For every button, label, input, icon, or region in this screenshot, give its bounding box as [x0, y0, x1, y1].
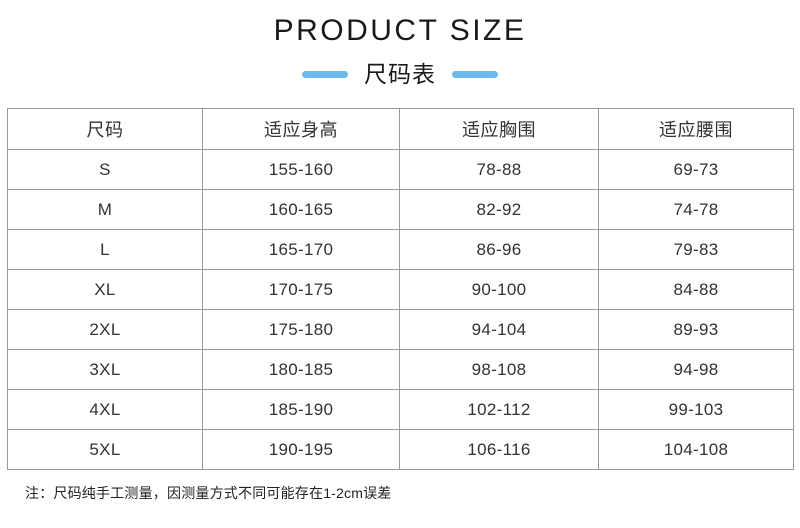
cell-waist: 79-83 — [598, 229, 794, 270]
column-header-height: 适应身高 — [202, 108, 400, 150]
table-header: 尺码 适应身高 适应胸围 适应腰围 — [7, 108, 794, 150]
cell-size: S — [7, 149, 203, 190]
cell-height: 155-160 — [202, 149, 400, 190]
table-row: 2XL 175-180 94-104 89-93 — [7, 309, 794, 350]
cell-size: L — [7, 229, 203, 270]
cell-waist: 84-88 — [598, 269, 794, 310]
cell-chest: 90-100 — [399, 269, 599, 310]
cell-chest: 98-108 — [399, 349, 599, 390]
cell-height: 185-190 — [202, 389, 400, 430]
table-row: 3XL 180-185 98-108 94-98 — [7, 349, 794, 390]
cell-height: 165-170 — [202, 229, 400, 270]
cell-size: M — [7, 189, 203, 230]
cell-height: 180-185 — [202, 349, 400, 390]
cell-chest: 86-96 — [399, 229, 599, 270]
cell-height: 170-175 — [202, 269, 400, 310]
cell-waist: 99-103 — [598, 389, 794, 430]
size-table: 尺码 适应身高 适应胸围 适应腰围 S 155-160 78-88 69-73 … — [7, 108, 794, 470]
cell-waist: 89-93 — [598, 309, 794, 350]
cell-waist: 74-78 — [598, 189, 794, 230]
horizontal-dash-left-icon — [302, 70, 348, 78]
cell-height: 160-165 — [202, 189, 400, 230]
cell-size: 4XL — [7, 389, 203, 430]
cell-waist: 94-98 — [598, 349, 794, 390]
cell-chest: 82-92 — [399, 189, 599, 230]
cell-chest: 102-112 — [399, 389, 599, 430]
page-subtitle: 尺码表 — [364, 61, 436, 87]
cell-height: 190-195 — [202, 429, 400, 470]
cell-chest: 106-116 — [399, 429, 599, 470]
table-row: L 165-170 86-96 79-83 — [7, 229, 794, 270]
table-body: S 155-160 78-88 69-73 M 160-165 82-92 74… — [7, 149, 794, 470]
table-row: 4XL 185-190 102-112 99-103 — [7, 389, 794, 430]
page-title: PRODUCT SIZE — [273, 14, 527, 47]
cell-chest: 94-104 — [399, 309, 599, 350]
table-row: XL 170-175 90-100 84-88 — [7, 269, 794, 310]
cell-size: XL — [7, 269, 203, 310]
column-header-waist: 适应腰围 — [598, 108, 794, 150]
subtitle-row: 尺码表 — [0, 59, 800, 89]
page-header: PRODUCT SIZE 尺码表 — [0, 0, 800, 89]
table-row: M 160-165 82-92 74-78 — [7, 189, 794, 230]
cell-size: 3XL — [7, 349, 203, 390]
cell-chest: 78-88 — [399, 149, 599, 190]
table-header-row: 尺码 适应身高 适应胸围 适应腰围 — [7, 108, 794, 150]
column-header-size: 尺码 — [7, 108, 203, 150]
cell-waist: 69-73 — [598, 149, 794, 190]
cell-height: 175-180 — [202, 309, 400, 350]
cell-size: 2XL — [7, 309, 203, 350]
measurement-note: 注：尺码纯手工测量，因测量方式不同可能存在1-2cm误差 — [25, 485, 392, 501]
cell-waist: 104-108 — [598, 429, 794, 470]
horizontal-dash-right-icon — [452, 70, 498, 78]
column-header-chest: 适应胸围 — [399, 108, 599, 150]
cell-size: 5XL — [7, 429, 203, 470]
size-table-container: 尺码 适应身高 适应胸围 适应腰围 S 155-160 78-88 69-73 … — [7, 108, 794, 470]
table-row: 5XL 190-195 106-116 104-108 — [7, 429, 794, 470]
table-row: S 155-160 78-88 69-73 — [7, 149, 794, 190]
